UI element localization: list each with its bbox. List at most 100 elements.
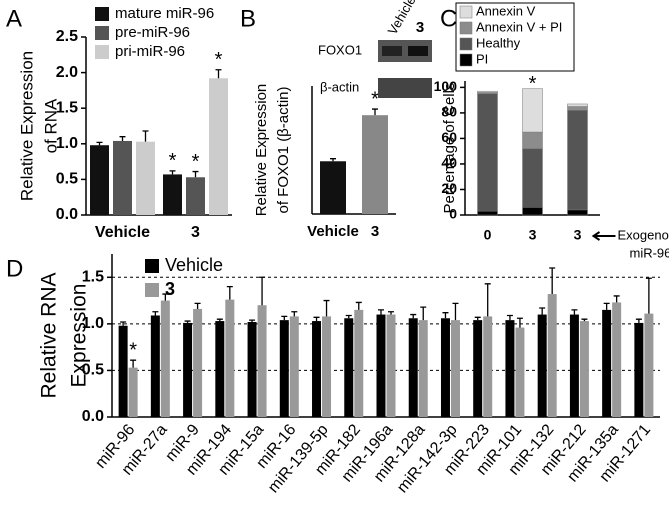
error-bar — [291, 311, 298, 317]
bar-segment — [477, 90, 498, 93]
bar — [289, 316, 299, 417]
error-bar — [130, 359, 137, 368]
bar-segment — [477, 210, 498, 216]
bar — [209, 78, 228, 216]
annotation: Exogenous — [618, 227, 669, 242]
bar — [505, 320, 515, 417]
blot-lane-label: 3 — [416, 19, 424, 36]
bar-segment — [522, 131, 543, 149]
y-tick-label: 0.5 — [56, 171, 78, 188]
bar-segment — [567, 110, 588, 211]
x-tick-label: 0 — [484, 227, 492, 243]
bar-segment — [477, 93, 498, 212]
bar-segment — [522, 88, 543, 133]
y-axis-label: of FOXO1 (β-actin) — [275, 87, 292, 214]
bar — [118, 325, 128, 417]
y-tick-label: 100 — [434, 78, 458, 94]
x-tick-label: 3 — [371, 223, 379, 240]
error-bar — [313, 316, 320, 322]
x-tick-label: 3 — [529, 227, 537, 243]
error-bar — [581, 318, 588, 322]
y-tick-label: 2.0 — [56, 64, 78, 81]
error-bar — [96, 141, 103, 146]
legend-swatch — [95, 7, 109, 21]
error-bar — [539, 307, 546, 315]
error-bar — [119, 136, 126, 141]
bar-segment — [567, 103, 588, 107]
annotation: miR-96 — [630, 245, 669, 260]
y-tick-label: 1.0 — [56, 135, 78, 152]
error-bar — [194, 302, 201, 309]
y-tick-label: 2.5 — [56, 28, 78, 45]
bar — [136, 141, 155, 215]
significance-mark: * — [129, 339, 137, 361]
significance-mark: * — [371, 88, 379, 110]
bar — [450, 320, 460, 417]
error-bar — [420, 306, 427, 321]
legend-swatch — [459, 37, 473, 51]
error-bar — [281, 315, 288, 321]
y-tick-label: 0.5 — [82, 362, 104, 379]
y-tick-label: 1.5 — [56, 99, 78, 116]
bar-segment — [567, 106, 588, 111]
bar — [322, 316, 332, 417]
bar — [386, 314, 396, 417]
error-bar — [603, 302, 610, 310]
bar — [376, 314, 386, 417]
error-bar — [474, 316, 481, 321]
error-bar — [442, 312, 449, 319]
panel-letter: D — [6, 255, 23, 282]
error-bar — [645, 277, 652, 314]
legend-label: 3 — [165, 279, 175, 299]
bar — [515, 327, 525, 417]
legend-label: Vehicle — [165, 255, 223, 275]
error-bar — [323, 299, 330, 317]
bar — [186, 177, 205, 215]
blot-protein-label: FOXO1 — [318, 42, 362, 57]
bar — [612, 302, 622, 417]
error-bar — [249, 319, 256, 322]
y-tick-label: 1.0 — [82, 315, 104, 332]
legend-label: pri-miR-96 — [115, 43, 185, 60]
y-axis-label: Percentage of Cells — [441, 83, 458, 214]
error-bar — [484, 283, 491, 317]
annotation-arrow — [591, 231, 616, 241]
legend-swatch — [145, 283, 159, 297]
y-tick-label: 0.0 — [56, 206, 78, 223]
bar — [163, 174, 182, 215]
legend-swatch — [145, 259, 159, 273]
error-bar — [162, 293, 169, 301]
legend-label: pre-miR-96 — [115, 24, 190, 41]
bar — [279, 320, 289, 417]
bar — [320, 161, 346, 214]
error-bar — [516, 317, 523, 328]
error-bar — [142, 130, 149, 142]
error-bar — [192, 170, 199, 178]
error-bar — [506, 314, 513, 321]
error-bar — [216, 318, 223, 322]
error-bar — [169, 170, 176, 175]
legend-swatch — [95, 45, 109, 59]
bar — [193, 308, 203, 417]
legend-box — [455, 2, 575, 72]
bar — [247, 321, 257, 417]
blot-protein-label: β-actin — [320, 79, 359, 94]
error-bar — [388, 311, 394, 315]
panel-letter: B — [240, 5, 256, 32]
bar-segment — [567, 209, 588, 216]
y-axis-label: of RNA — [41, 98, 60, 153]
error-bar — [452, 302, 459, 321]
bar — [408, 318, 418, 417]
error-bar — [226, 285, 233, 300]
legend-swatch — [459, 5, 473, 19]
bar — [312, 321, 322, 417]
bar-segment — [522, 207, 543, 216]
legend-swatch — [459, 53, 473, 67]
panel-letter: A — [6, 5, 22, 32]
error-bar — [184, 320, 191, 323]
bar — [113, 140, 132, 215]
error-bar — [152, 311, 159, 316]
x-tick-label: Vehicle — [307, 223, 359, 240]
error-bar — [345, 314, 352, 319]
